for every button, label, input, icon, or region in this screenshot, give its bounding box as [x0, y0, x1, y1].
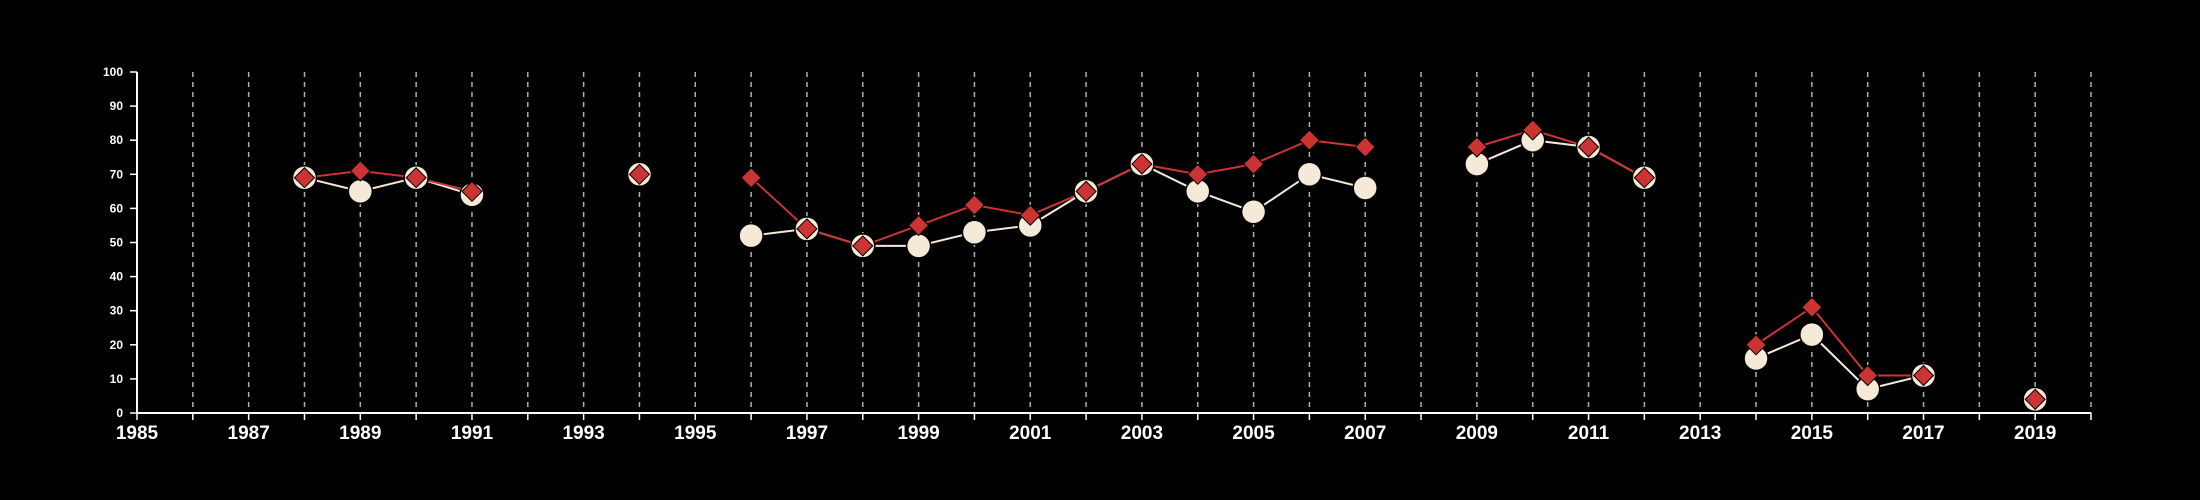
y-tick-label: 60 [110, 201, 124, 215]
y-tick-label: 90 [110, 99, 124, 113]
y-tick-label: 20 [110, 338, 124, 352]
x-tick-label: 1987 [228, 423, 270, 444]
series-1-point [1799, 321, 1825, 348]
series-2-point [1354, 136, 1376, 158]
series-2-point [907, 214, 930, 237]
series-1-line [750, 162, 1366, 247]
x-tick-label: 1999 [897, 423, 939, 444]
x-tick-label: 1993 [562, 423, 604, 444]
series-2-point [963, 194, 986, 216]
series-2-point [1912, 364, 1935, 387]
series-2-point [1633, 167, 1656, 189]
series-2-point [1187, 163, 1209, 186]
series-2-point [1856, 364, 1879, 387]
x-tick-label: 2009 [1456, 423, 1498, 444]
series-2-point [1242, 153, 1265, 175]
data-series [291, 119, 2048, 413]
x-tick-label: 2003 [1121, 423, 1163, 444]
x-tick-label: 2001 [1009, 423, 1052, 444]
series-1-line [1476, 139, 1645, 179]
series-1-line [1755, 333, 1924, 391]
axes [130, 71, 2092, 420]
series-1-point [347, 178, 374, 205]
x-tick-label: 2015 [1791, 423, 1834, 444]
x-tick-label: 1985 [116, 423, 159, 444]
series-1-line [304, 176, 473, 196]
series-2-point [293, 167, 316, 189]
x-tick-label: 2005 [1232, 423, 1275, 444]
series-2-point [740, 167, 762, 189]
series-2-point [852, 235, 874, 257]
x-tick-label: 2011 [1568, 423, 1610, 444]
x-tick-label: 2019 [2014, 423, 2056, 444]
y-tick-label: 50 [110, 236, 124, 250]
series-1-point [905, 233, 932, 259]
series-2-point [796, 218, 818, 240]
series-2-line [1476, 128, 1645, 179]
x-tick-label: 1989 [339, 423, 381, 444]
series-2-line [1755, 305, 1924, 377]
series-2-point [461, 180, 483, 203]
x-tick-label: 1997 [786, 423, 828, 444]
series-2-point [1019, 204, 1041, 226]
y-tick-label: 30 [110, 304, 124, 318]
tick-labels: 0 10 20 30 40 50 60 70 80 90 100 1985 1987 1989 1991 19… [103, 65, 2056, 444]
series-2-point [1577, 136, 1600, 158]
y-tick-label: 70 [110, 167, 124, 181]
x-tick-label: 2013 [1679, 423, 1721, 444]
series-2-point [2024, 388, 2046, 411]
series-1-point [1296, 161, 1323, 188]
series-2-point [1075, 180, 1097, 203]
series-1-point [1352, 175, 1378, 201]
series-2-point [628, 163, 651, 186]
series-2-point [1801, 296, 1823, 318]
series-1-point [738, 222, 764, 249]
y-tick-label: 100 [103, 65, 123, 79]
series-2-point [1131, 153, 1153, 175]
series-2-point [1745, 334, 1767, 356]
series-2-line [304, 169, 473, 193]
y-tick-label: 10 [110, 372, 124, 386]
series-2-point [1298, 129, 1321, 151]
series-1-point [961, 219, 988, 246]
x-tick-label: 1991 [451, 423, 494, 444]
y-tick-label: 40 [110, 270, 124, 284]
series-2-point [405, 167, 427, 189]
x-tick-label: 2017 [1902, 423, 1944, 444]
gridlines [192, 72, 2092, 413]
series-1-point [1240, 199, 1267, 225]
x-tick-label: 2007 [1344, 423, 1386, 444]
series-2-point [1522, 119, 1544, 141]
y-tick-label: 0 [116, 406, 123, 420]
series-2-point [349, 160, 372, 182]
series-2-point [1466, 136, 1488, 158]
series-2-line [750, 139, 1366, 247]
x-tick-label: 1995 [674, 423, 717, 444]
y-tick-label: 80 [110, 133, 124, 147]
